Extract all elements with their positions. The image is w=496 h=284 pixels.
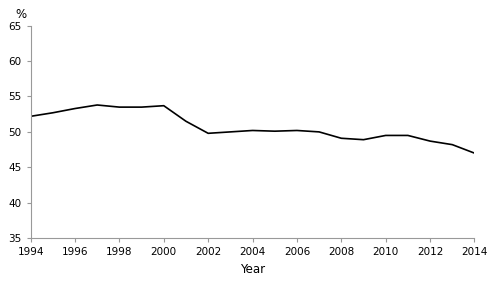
- X-axis label: Year: Year: [240, 263, 265, 276]
- Text: %: %: [15, 9, 26, 22]
